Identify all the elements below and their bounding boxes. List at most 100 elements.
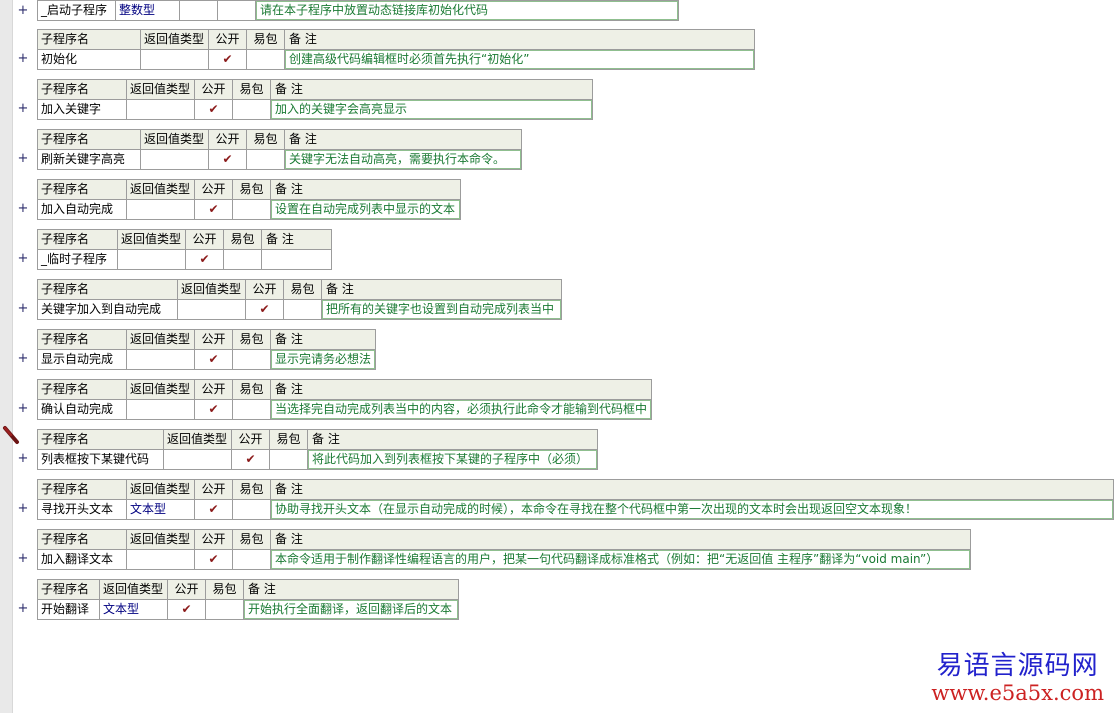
cell-public-flag[interactable]: ✔ — [194, 499, 233, 520]
table-row[interactable]: 列表框按下某键代码 ✔ 将此代码加入到列表框按下某键的子程序中（必须） — [37, 449, 598, 470]
table-row[interactable]: 显示自动完成 ✔ 显示完请务必想法 — [37, 349, 376, 370]
cell-procedure-name[interactable]: 关键字加入到自动完成 — [37, 299, 178, 320]
expand-toggle-icon[interactable]: + — [17, 501, 29, 516]
table-row[interactable]: 寻找开头文本 文本型 ✔ 协助寻找开头文本（在显示自动完成的时候），本命令在寻找在整个… — [37, 499, 1114, 520]
cell-package-flag[interactable] — [217, 0, 256, 21]
table-row[interactable]: 加入自动完成 ✔ 设置在自动完成列表中显示的文本 — [37, 199, 461, 220]
cell-public-flag[interactable]: ✔ — [194, 549, 233, 570]
cell-return-type[interactable] — [117, 249, 186, 270]
cell-package-flag[interactable] — [223, 249, 262, 270]
cell-return-type[interactable]: 文本型 — [126, 499, 195, 520]
cell-public-flag[interactable]: ✔ — [245, 299, 284, 320]
cell-return-type[interactable] — [163, 449, 232, 470]
cell-package-flag[interactable] — [232, 549, 271, 570]
expand-toggle-icon[interactable]: + — [17, 151, 29, 166]
header-cell-public: 公开 — [194, 379, 233, 400]
cell-remark[interactable]: 设置在自动完成列表中显示的文本 — [270, 199, 461, 220]
cell-remark[interactable]: 将此代码加入到列表框按下某键的子程序中（必须） — [307, 449, 598, 470]
cell-public-flag[interactable] — [179, 0, 218, 21]
cell-return-type[interactable] — [126, 199, 195, 220]
cell-return-type[interactable] — [140, 149, 209, 170]
cell-public-flag[interactable]: ✔ — [194, 399, 233, 420]
expand-toggle-icon[interactable]: + — [17, 251, 29, 266]
cell-remark[interactable]: 显示完请务必想法 — [270, 349, 376, 370]
cell-procedure-name[interactable]: 寻找开头文本 — [37, 499, 127, 520]
cell-procedure-name[interactable]: 初始化 — [37, 49, 141, 70]
procedure-table: 子程序名 返回值类型 公开 易包备 注寻找开头文本 文本型 ✔ 协助寻找开头文本（在显示自动… — [37, 479, 1114, 520]
header-cell-return-type: 返回值类型 — [126, 529, 195, 550]
cell-procedure-name[interactable]: 加入翻译文本 — [37, 549, 127, 570]
cell-remark[interactable]: 加入的关键字会高亮显示 — [270, 99, 593, 120]
table-row[interactable]: 开始翻译 文本型 ✔ 开始执行全面翻译，返回翻译后的文本 — [37, 599, 459, 620]
cell-remark[interactable]: 开始执行全面翻译，返回翻译后的文本 — [243, 599, 459, 620]
cell-package-flag[interactable] — [232, 399, 271, 420]
check-icon: ✔ — [208, 202, 219, 216]
expand-toggle-icon[interactable]: + — [17, 201, 29, 216]
cell-procedure-name[interactable]: 刷新关键字高亮 — [37, 149, 141, 170]
table-row[interactable]: 加入翻译文本 ✔ 本命令适用于制作翻译性编程语言的用户，把某一句代码翻译成标准格式（… — [37, 549, 971, 570]
cell-package-flag[interactable] — [232, 349, 271, 370]
cell-procedure-name[interactable]: _启动子程序 — [37, 0, 116, 21]
table-header-row: 子程序名 返回值类型 公开 易包备 注 — [37, 479, 1114, 500]
expand-toggle-icon[interactable]: + — [17, 301, 29, 316]
cell-remark[interactable] — [261, 249, 332, 270]
table-row[interactable]: _临时子程序 ✔ — [37, 249, 332, 270]
cell-return-type[interactable] — [140, 49, 209, 70]
cell-remark[interactable]: 请在本子程序中放置动态链接库初始化代码 — [255, 0, 679, 21]
cell-return-type[interactable] — [126, 99, 195, 120]
cell-procedure-name[interactable]: 显示自动完成 — [37, 349, 127, 370]
cell-return-type[interactable] — [126, 399, 195, 420]
expand-toggle-icon[interactable]: + — [17, 451, 29, 466]
table-row[interactable]: 初始化 ✔ 创建高级代码编辑框时必须首先执行“初始化” — [37, 49, 755, 70]
cell-return-type[interactable] — [126, 549, 195, 570]
cell-return-type[interactable] — [177, 299, 246, 320]
cell-remark[interactable]: 关键字无法自动高亮，需要执行本命令。 — [284, 149, 522, 170]
header-remark-label: 备 注 — [275, 532, 303, 546]
cell-procedure-name[interactable]: 加入关键字 — [37, 99, 127, 120]
table-row[interactable]: 刷新关键字高亮 ✔ 关键字无法自动高亮，需要执行本命令。 — [37, 149, 522, 170]
expand-toggle-icon[interactable]: + — [17, 601, 29, 616]
cell-return-type[interactable]: 整数型 — [115, 0, 180, 21]
cell-package-flag[interactable] — [205, 599, 244, 620]
cell-remark[interactable]: 本命令适用于制作翻译性编程语言的用户，把某一句代码翻译成标准格式（例如：把“无返… — [270, 549, 971, 570]
expand-toggle-icon[interactable]: + — [17, 551, 29, 566]
cell-procedure-name[interactable]: 加入自动完成 — [37, 199, 127, 220]
cell-remark[interactable]: 协助寻找开头文本（在显示自动完成的时候），本命令在寻找在整个代码框中第一次出现的… — [270, 499, 1114, 520]
cell-package-flag[interactable] — [269, 449, 308, 470]
cell-public-flag[interactable]: ✔ — [231, 449, 270, 470]
cell-procedure-name[interactable]: 确认自动完成 — [37, 399, 127, 420]
header-cell-public: 公开 — [185, 229, 224, 250]
cell-package-flag[interactable] — [232, 499, 271, 520]
table-row[interactable]: _启动子程序 整数型 请在本子程序中放置动态链接库初始化代码 — [37, 0, 679, 21]
cell-public-flag[interactable]: ✔ — [208, 149, 247, 170]
cell-public-flag[interactable]: ✔ — [185, 249, 224, 270]
expand-toggle-icon[interactable]: + — [17, 3, 29, 18]
cell-remark[interactable]: 把所有的关键字也设置到自动完成列表当中 — [321, 299, 562, 320]
cell-package-flag[interactable] — [246, 49, 285, 70]
cell-return-type[interactable] — [126, 349, 195, 370]
cell-package-flag[interactable] — [232, 99, 271, 120]
cell-procedure-name[interactable]: 开始翻译 — [37, 599, 100, 620]
cell-public-flag[interactable]: ✔ — [194, 349, 233, 370]
cell-procedure-name[interactable]: 列表框按下某键代码 — [37, 449, 164, 470]
cell-remark[interactable]: 当选择完自动完成列表当中的内容，必须执行此命令才能输到代码框中 — [270, 399, 652, 420]
expand-toggle-icon[interactable]: + — [17, 401, 29, 416]
cell-public-flag[interactable]: ✔ — [194, 99, 233, 120]
cell-public-flag[interactable]: ✔ — [167, 599, 206, 620]
table-row[interactable]: 确认自动完成 ✔ 当选择完自动完成列表当中的内容，必须执行此命令才能输到代码框中 — [37, 399, 652, 420]
cell-public-flag[interactable]: ✔ — [194, 199, 233, 220]
cell-package-flag[interactable] — [283, 299, 322, 320]
procedure-table: 子程序名 返回值类型 公开 易包备 注加入翻译文本 ✔ 本命令适用于制作翻译性编程语言的用… — [37, 529, 971, 570]
cell-public-flag[interactable]: ✔ — [208, 49, 247, 70]
table-row[interactable]: 加入关键字 ✔ 加入的关键字会高亮显示 — [37, 99, 593, 120]
expand-toggle-icon[interactable]: + — [17, 51, 29, 66]
cell-package-flag[interactable] — [232, 199, 271, 220]
table-row[interactable]: 关键字加入到自动完成 ✔ 把所有的关键字也设置到自动完成列表当中 — [37, 299, 562, 320]
cell-package-flag[interactable] — [246, 149, 285, 170]
left-gutter-strip — [0, 0, 13, 713]
cell-remark[interactable]: 创建高级代码编辑框时必须首先执行“初始化” — [284, 49, 755, 70]
expand-toggle-icon[interactable]: + — [17, 101, 29, 116]
cell-procedure-name[interactable]: _临时子程序 — [37, 249, 118, 270]
cell-return-type[interactable]: 文本型 — [99, 599, 168, 620]
expand-toggle-icon[interactable]: + — [17, 351, 29, 366]
